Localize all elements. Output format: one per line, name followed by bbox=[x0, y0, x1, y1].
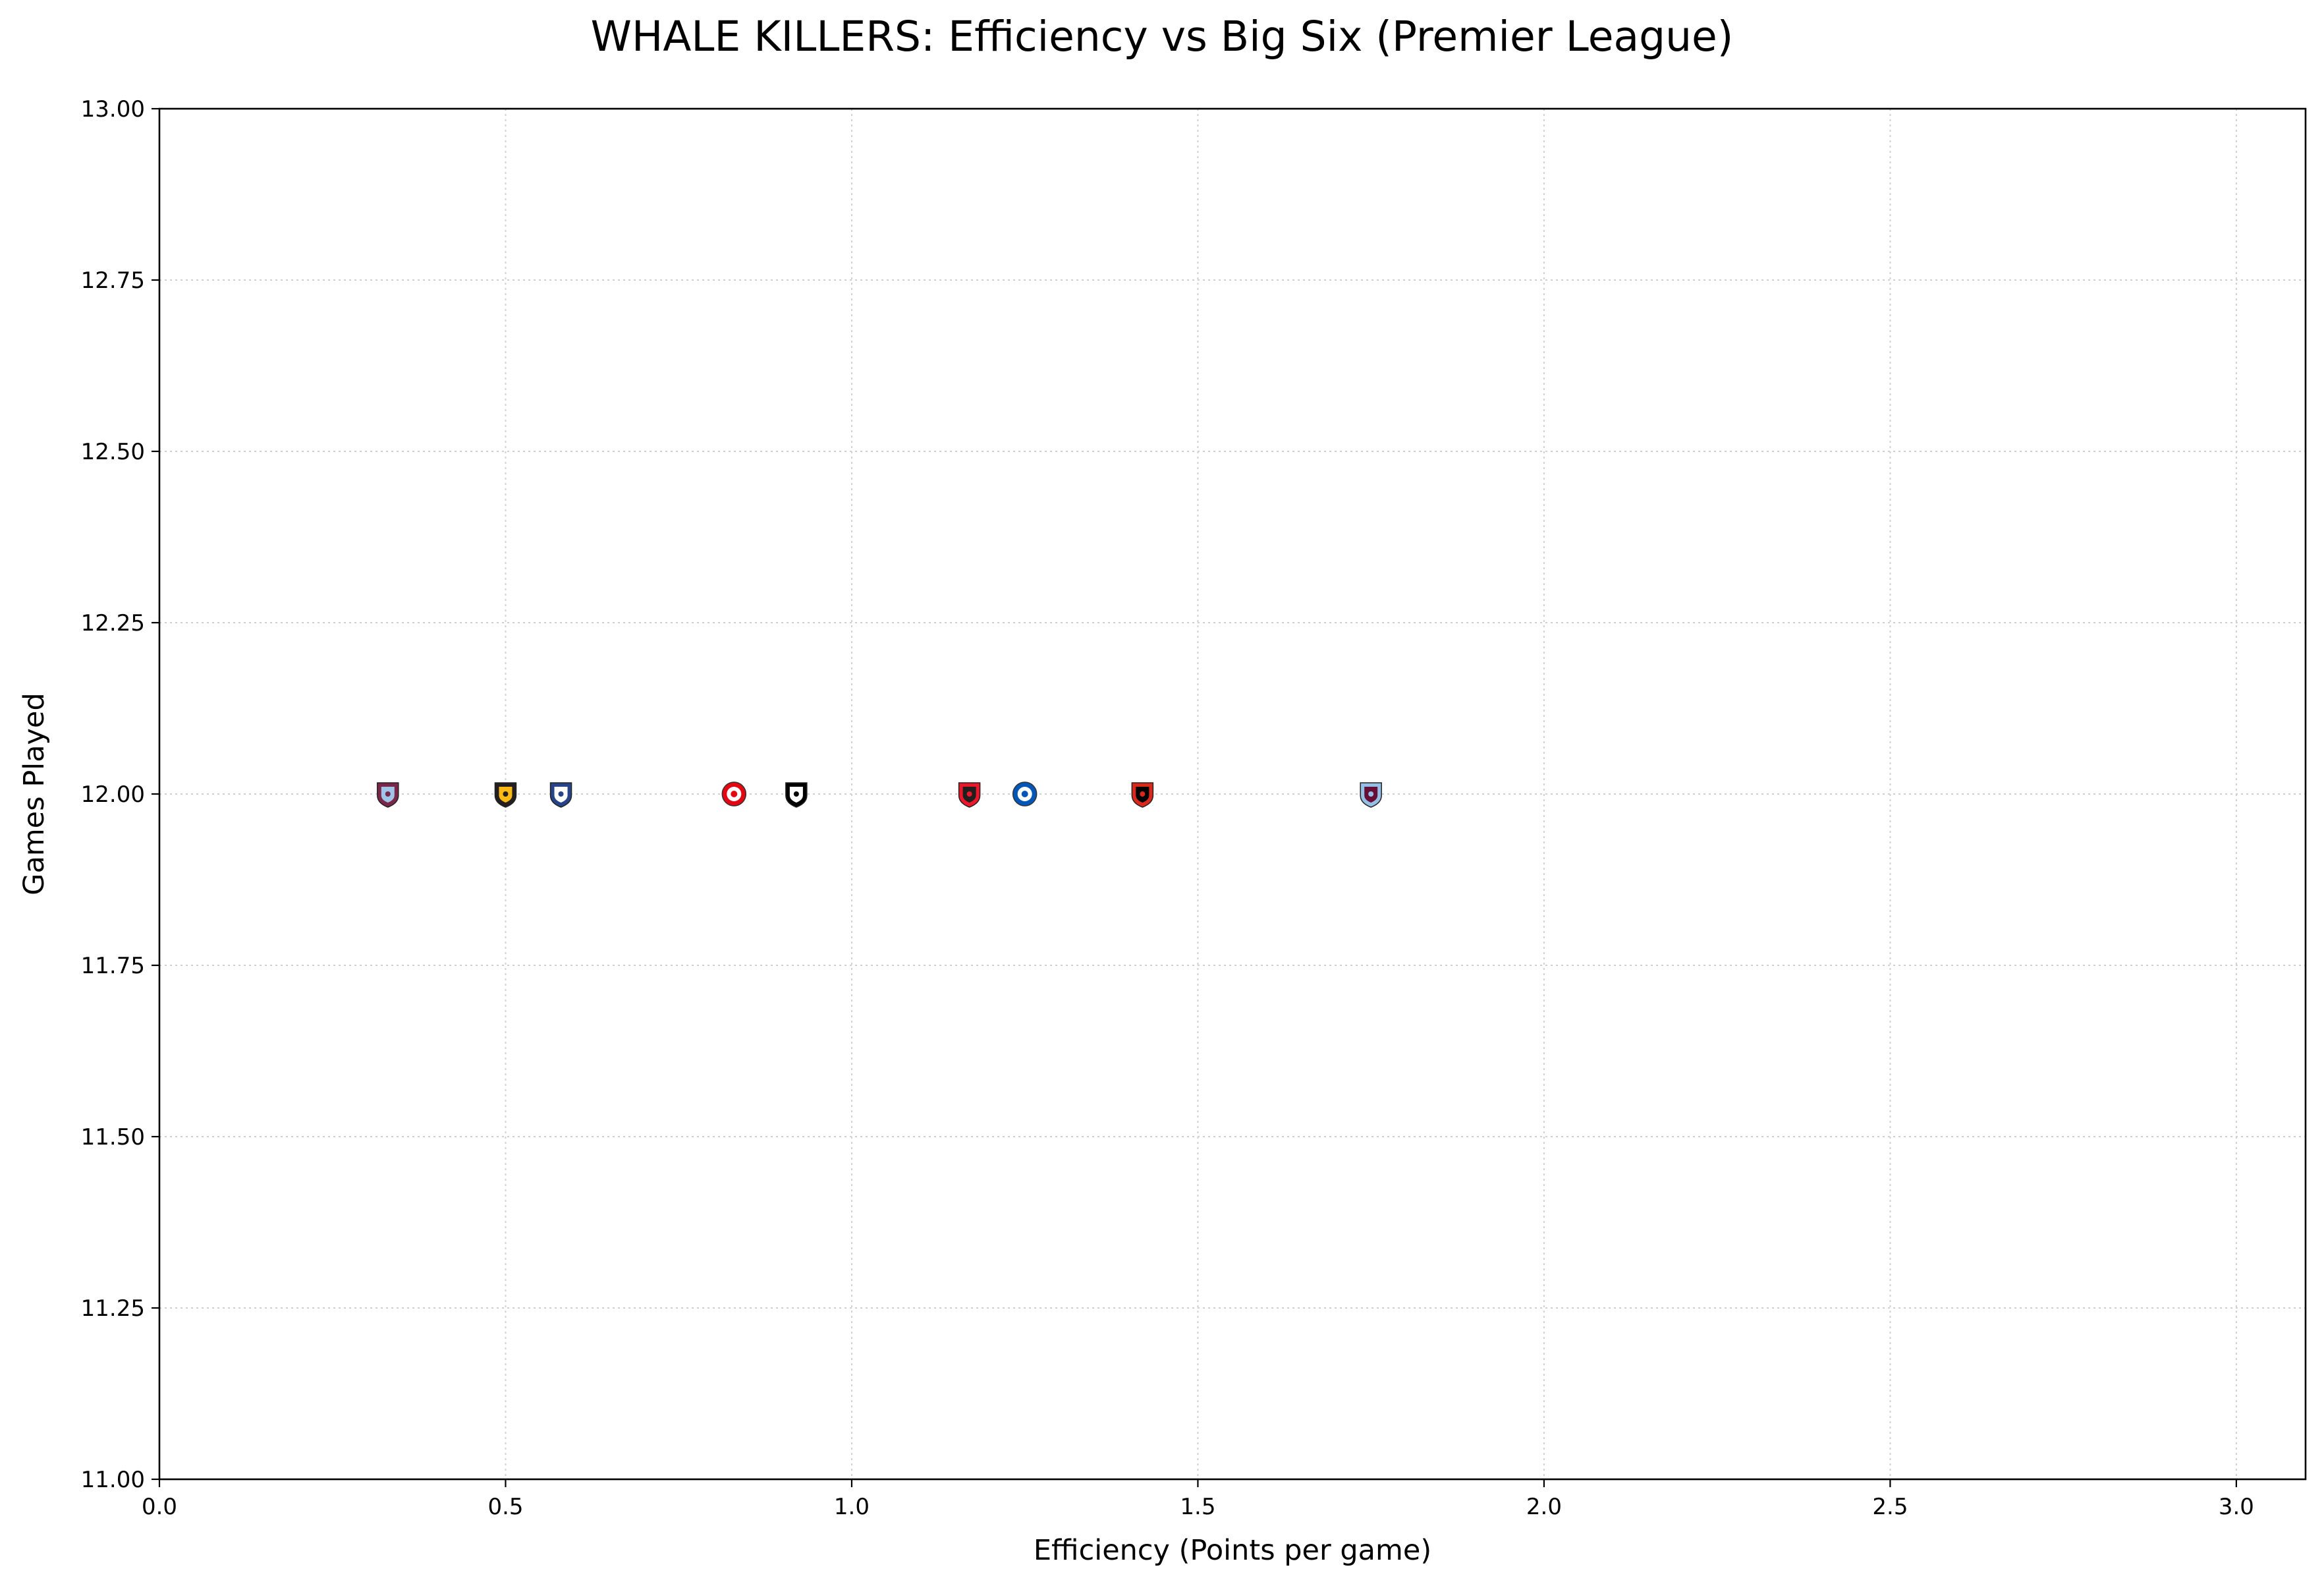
x-tick-label: 2.0 bbox=[1526, 1494, 1562, 1520]
x-tick-label: 0.5 bbox=[487, 1494, 523, 1520]
y-axis-label: Games Played bbox=[18, 693, 51, 895]
wolf-crest-icon bbox=[494, 782, 517, 808]
red-white-crest-icon bbox=[958, 782, 981, 808]
x-axis-label: Efficiency (Points per game) bbox=[1034, 1534, 1431, 1567]
x-tick-label: 1.0 bbox=[834, 1494, 870, 1520]
y-tick-label: 13.00 bbox=[81, 96, 145, 123]
seagull-roundel-icon bbox=[1012, 781, 1038, 807]
cherry-crest-icon bbox=[1131, 782, 1154, 808]
chart-title: WHALE KILLERS: Efficiency vs Big Six (Pr… bbox=[591, 13, 1734, 61]
x-tick-label: 2.5 bbox=[1872, 1494, 1908, 1520]
x-tick-label: 3.0 bbox=[2219, 1494, 2254, 1520]
y-tick-label: 12.75 bbox=[81, 268, 145, 294]
y-axis-ticks: 11.00 11.25 11.50 11.75 12.00 12.25 12.50 12.75… bbox=[81, 96, 159, 1493]
y-tick-label: 11.25 bbox=[81, 1295, 145, 1322]
bee-roundel-icon bbox=[721, 781, 747, 807]
toffee-crest-icon bbox=[549, 782, 572, 808]
claret-blue-crest-icon bbox=[1360, 782, 1382, 808]
y-tick-label: 12.00 bbox=[81, 781, 145, 808]
y-tick-label: 12.50 bbox=[81, 439, 145, 465]
y-tick-label: 11.50 bbox=[81, 1124, 145, 1150]
claret-crest-icon bbox=[377, 782, 399, 808]
x-tick-label: 1.5 bbox=[1180, 1494, 1215, 1520]
data-points bbox=[377, 781, 1382, 808]
y-tick-label: 11.00 bbox=[81, 1467, 145, 1493]
x-axis-ticks: 0.0 0.5 1.0 1.5 2.0 2.5 3.0 bbox=[142, 1479, 2254, 1520]
y-tick-label: 12.25 bbox=[81, 610, 145, 637]
black-white-crest-icon bbox=[785, 782, 808, 808]
y-tick-label: 11.75 bbox=[81, 953, 145, 979]
x-tick-label: 0.0 bbox=[142, 1494, 177, 1520]
